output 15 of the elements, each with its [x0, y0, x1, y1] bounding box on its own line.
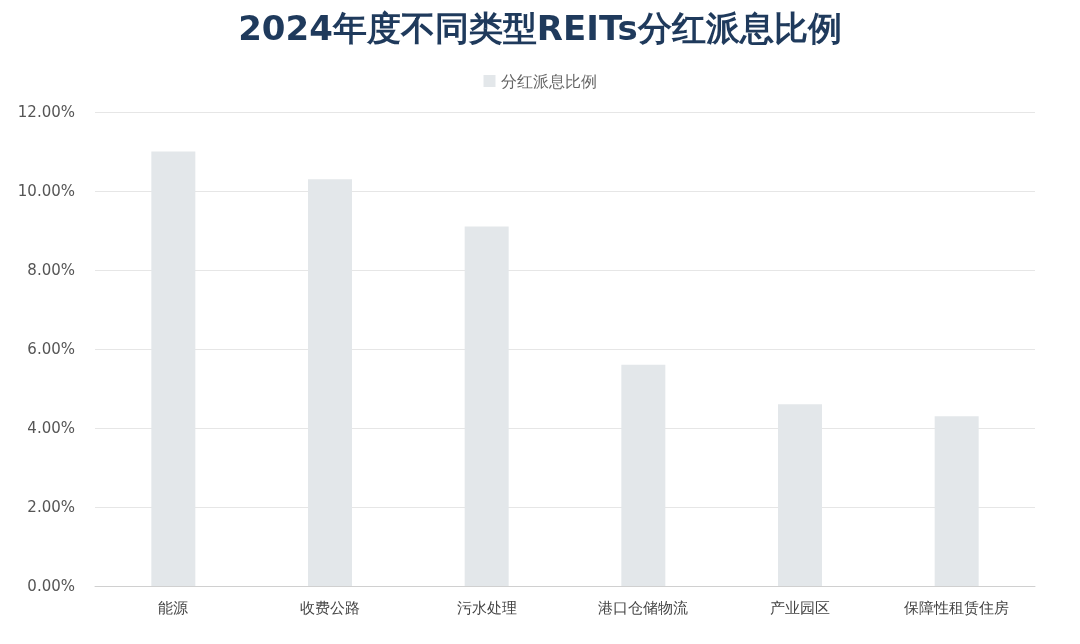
y-tick-label: 10.00% [17, 182, 75, 200]
y-tick-label: 12.00% [17, 103, 75, 121]
x-tick-label: 能源 [158, 598, 189, 617]
x-tick-label: 收费公路 [300, 598, 360, 617]
y-tick-label: 0.00% [27, 577, 75, 595]
y-tick-label: 8.00% [27, 261, 75, 279]
x-tick-label: 产业园区 [770, 598, 830, 617]
y-tick-label: 2.00% [27, 498, 75, 516]
chart-title: 2024年度不同类型REITs分红派息比例 [238, 8, 842, 48]
legend-label: 分红派息比例 [500, 71, 597, 91]
y-tick-label: 6.00% [27, 340, 75, 358]
y-tick-label: 4.00% [27, 419, 75, 437]
x-tick-label: 保障性租赁住房 [904, 598, 1010, 617]
x-tick-label: 污水处理 [456, 598, 517, 617]
x-tick-label: 港口仓储物流 [598, 598, 689, 617]
